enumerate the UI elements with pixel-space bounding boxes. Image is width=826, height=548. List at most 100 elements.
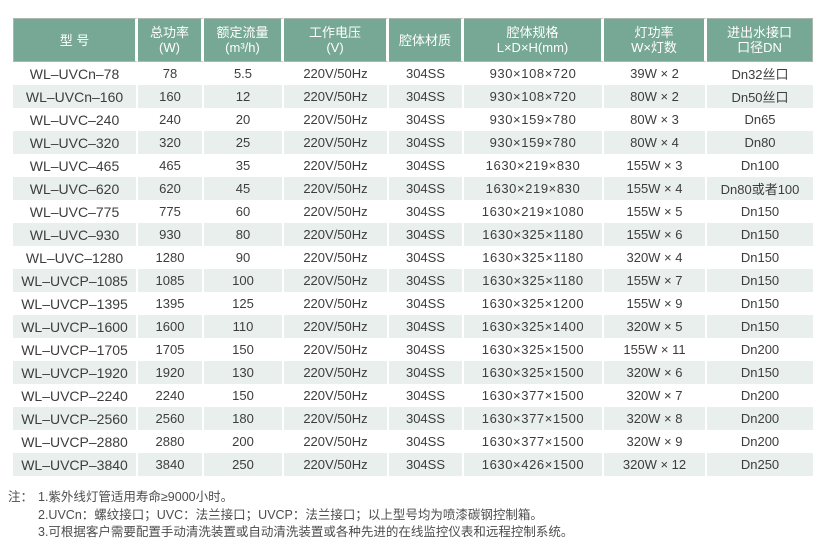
cell-total-power: 1705 [138,338,204,361]
cell-voltage: 220V/50Hz [284,154,389,177]
column-header-voltage: 工作电压 (V) [284,18,389,62]
note-line: 2.UVCn：螺纹接口；UVC：法兰接口；UVCP：法兰接口；以上型号均为喷漆碳… [38,507,543,522]
cell-connection: Dn150 [740,227,780,242]
cell-rated-flow: 150 [204,338,284,361]
cell-rated-flow: 100 [204,269,284,292]
cell-dimensions: 1630×325×1500 [464,361,604,384]
cell-total-power: 1920 [138,361,204,384]
cell-dimensions: 1630×325×1180 [464,223,604,246]
cell-voltage: 220V/50Hz [284,269,389,292]
cell-dimensions: 1630×219×830 [464,177,604,200]
cell-material: 304SS [389,108,464,131]
cell-lamp-power: 39W × 2 [604,62,707,85]
cell-model: WL–UVC–320 [13,131,138,154]
cell-connection: Dn200 [740,411,780,426]
cell-rated-flow: 60 [204,200,284,223]
cell-model: WL–UVCP–2240 [13,384,138,407]
cell-lamp-power: 80W × 3 [604,108,707,131]
cell-connection: Dn50丝口 [731,90,789,105]
cell-rated-flow: 80 [204,223,284,246]
notes-items: 1.紫外线灯管适用寿命≥9000小时。 2.UVCn：螺纹接口；UVC：法兰接口；… [38,489,573,542]
cell-model: WL–UVC–930 [13,223,138,246]
cell-total-power: 1600 [138,315,204,338]
cell-rated-flow: 35 [204,154,284,177]
table-row: WL–UVCP–1920 1920 130 220V/50Hz 304SS 1630×32… [13,361,813,384]
cell-connection: Dn200 [740,388,780,403]
cell-dimensions: 930×159×780 [464,131,604,154]
cell-material: 304SS [389,246,464,269]
cell-rated-flow: 130 [204,361,284,384]
cell-voltage: 220V/50Hz [284,177,389,200]
footnotes: 注： 1.紫外线灯管适用寿命≥9000小时。 2.UVCn：螺纹接口；UVC：法兰… [8,489,573,542]
cell-dimensions: 1630×377×1500 [464,384,604,407]
cell-total-power: 930 [138,223,204,246]
cell-lamp-power: 80W × 4 [604,131,707,154]
cell-voltage: 220V/50Hz [284,453,389,476]
cell-voltage: 220V/50Hz [284,384,389,407]
cell-dimensions: 1630×325×1400 [464,315,604,338]
cell-voltage: 220V/50Hz [284,407,389,430]
cell-material: 304SS [389,430,464,453]
cell-model: WL–UVCn–78 [13,62,138,85]
cell-rated-flow: 25 [204,131,284,154]
cell-rated-flow: 180 [204,407,284,430]
cell-rated-flow: 90 [204,246,284,269]
cell-connection: Dn200 [740,342,780,357]
cell-dimensions: 1630×325×1180 [464,269,604,292]
cell-material: 304SS [389,269,464,292]
cell-total-power: 3840 [138,453,204,476]
cell-voltage: 220V/50Hz [284,430,389,453]
cell-rated-flow: 5.5 [204,62,284,85]
cell-material: 304SS [389,361,464,384]
cell-connection: Dn150 [740,365,780,380]
cell-rated-flow: 250 [204,453,284,476]
cell-voltage: 220V/50Hz [284,200,389,223]
cell-dimensions: 930×108×720 [464,85,604,108]
cell-connection: Dn80 [744,135,776,150]
column-header-model: 型 号 [13,18,138,62]
table-row: WL–UVCP–3840 3840 250 220V/50Hz 304SS 1630×42… [13,453,813,476]
note-line: 1.紫外线灯管适用寿命≥9000小时。 [38,490,234,504]
cell-lamp-power: 320W × 6 [604,361,707,384]
table-row: WL–UVC–620 620 45 220V/50Hz 304SS 1630×219×83… [13,177,813,200]
cell-model: WL–UVCP–1705 [13,338,138,361]
cell-total-power: 2880 [138,430,204,453]
cell-connection: Dn200 [740,434,780,449]
cell-model: WL–UVCP–2880 [13,430,138,453]
cell-lamp-power: 155W × 9 [604,292,707,315]
cell-dimensions: 930×108×720 [464,62,604,85]
cell-total-power: 2560 [138,407,204,430]
cell-model: WL–UVC–1280 [13,246,138,269]
cell-total-power: 775 [138,200,204,223]
cell-lamp-power: 155W × 3 [604,154,707,177]
header-row: 型 号总功率 (W) 额定流量 (m³/h) 工作电压 (V) 腔体材质 腔体规格 L×D×H(… [13,18,813,62]
table-row: WL–UVC–1280 1280 90 220V/50Hz 304SS 1630×325×… [13,246,813,269]
cell-material: 304SS [389,85,464,108]
cell-material: 304SS [389,131,464,154]
table-row: WL–UVCP–1600 1600 110 220V/50Hz 304SS 1630×32… [13,315,813,338]
cell-material: 304SS [389,200,464,223]
cell-total-power: 160 [138,85,204,108]
cell-lamp-power: 320W × 4 [604,246,707,269]
cell-lamp-power: 155W × 7 [604,269,707,292]
cell-material: 304SS [389,154,464,177]
table-row: WL–UVC–930 930 80 220V/50Hz 304SS 1630×325×11… [13,223,813,246]
table-row: WL–UVCP–1395 1395 125 220V/50Hz 304SS 1630×32… [13,292,813,315]
cell-material: 304SS [389,292,464,315]
cell-lamp-power: 80W × 2 [604,85,707,108]
cell-rated-flow: 110 [204,315,284,338]
cell-total-power: 1280 [138,246,204,269]
table-row: WL–UVCP–2240 2240 150 220V/50Hz 304SS 1630×37… [13,384,813,407]
table-row: WL–UVC–320 320 25 220V/50Hz 304SS 930×159×780… [13,131,813,154]
table-row: WL–UVCP–1705 1705 150 220V/50Hz 304SS 1630×32… [13,338,813,361]
table-row: WL–UVC–775 775 60 220V/50Hz 304SS 1630×219×10… [13,200,813,223]
cell-model: WL–UVCP–1920 [13,361,138,384]
cell-model: WL–UVCP–1600 [13,315,138,338]
cell-connection: Dn150 [740,296,780,311]
cell-dimensions: 1630×377×1500 [464,430,604,453]
cell-rated-flow: 125 [204,292,284,315]
cell-total-power: 2240 [138,384,204,407]
cell-voltage: 220V/50Hz [284,361,389,384]
note-line: 3.可根据客户需要配置手动清洗装置或自动清洗装置或各种先进的在线监控仪表和远程控… [38,525,574,539]
cell-lamp-power: 320W × 8 [604,407,707,430]
